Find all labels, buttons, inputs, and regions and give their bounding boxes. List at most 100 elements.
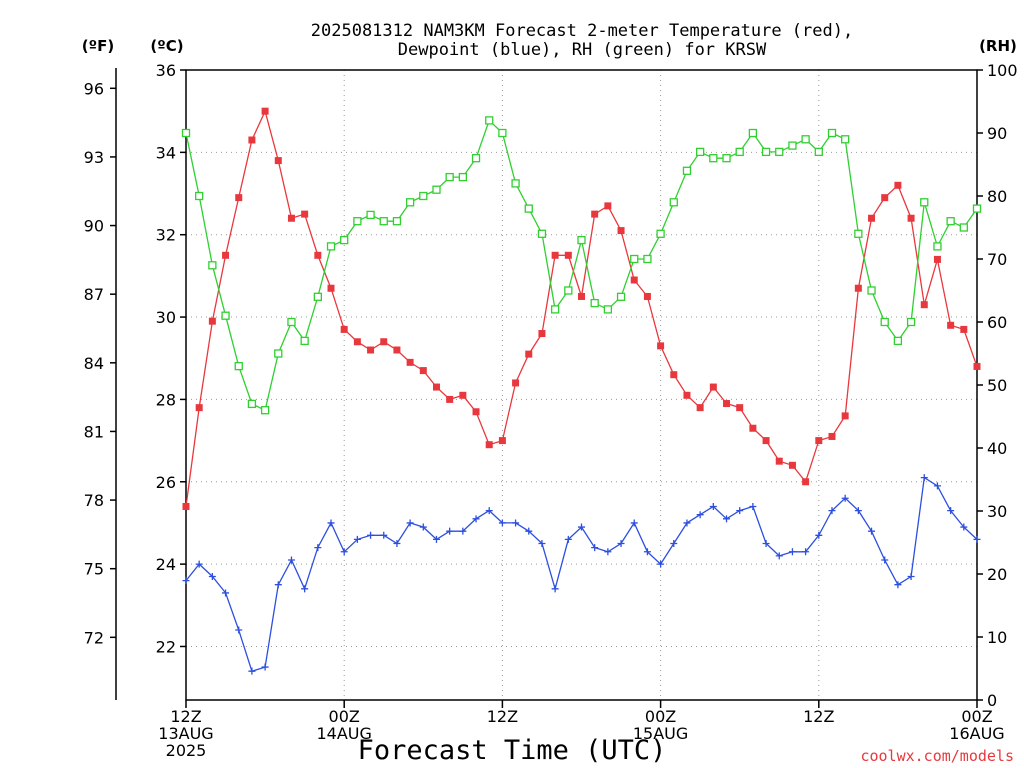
data-point bbox=[881, 556, 889, 564]
data-point bbox=[326, 242, 336, 251]
celsius-tick-label: 22 bbox=[156, 637, 176, 656]
data-point bbox=[841, 412, 849, 420]
data-point bbox=[788, 461, 796, 469]
data-point bbox=[208, 261, 217, 270]
data-point bbox=[775, 147, 784, 157]
data-point bbox=[973, 362, 981, 370]
data-point bbox=[591, 544, 599, 552]
data-point bbox=[893, 336, 903, 346]
data-point bbox=[235, 194, 243, 202]
x-tick-label: 16AUG bbox=[949, 724, 1004, 743]
data-point bbox=[736, 404, 744, 412]
data-point bbox=[854, 284, 862, 292]
data-point bbox=[432, 535, 440, 543]
data-point bbox=[419, 523, 427, 531]
credit-label: coolwx.com/models bbox=[860, 747, 1014, 765]
data-point bbox=[313, 292, 322, 301]
x-tick-label: 14AUG bbox=[316, 724, 371, 743]
data-point bbox=[472, 408, 480, 416]
data-point bbox=[590, 298, 599, 308]
data-point bbox=[656, 229, 665, 238]
data-point bbox=[736, 507, 744, 515]
data-point bbox=[973, 535, 981, 543]
data-point bbox=[379, 217, 388, 226]
data-point bbox=[314, 251, 322, 259]
data-point bbox=[643, 292, 651, 300]
rh-tick-label: 30 bbox=[987, 502, 1007, 521]
fahrenheit-tick-label: 96 bbox=[84, 79, 104, 98]
data-point bbox=[380, 338, 388, 346]
x-tick-label: 12Z bbox=[170, 707, 201, 726]
data-point bbox=[340, 325, 348, 333]
fahrenheit-tick-label: 72 bbox=[84, 628, 104, 647]
data-point bbox=[393, 346, 401, 354]
data-point bbox=[551, 585, 559, 593]
data-point bbox=[353, 217, 362, 226]
data-point bbox=[300, 336, 309, 346]
data-point bbox=[274, 349, 283, 358]
data-point bbox=[181, 128, 191, 138]
data-point bbox=[261, 107, 269, 115]
data-point bbox=[775, 552, 783, 560]
data-point bbox=[801, 135, 810, 144]
data-point bbox=[537, 229, 547, 238]
data-point bbox=[472, 515, 480, 523]
data-point bbox=[525, 350, 533, 358]
data-point bbox=[524, 204, 533, 213]
data-point bbox=[485, 441, 493, 449]
data-point bbox=[485, 507, 493, 515]
data-point bbox=[617, 540, 625, 548]
data-point bbox=[274, 157, 282, 165]
data-point bbox=[287, 214, 295, 222]
fahrenheit-tick-label: 81 bbox=[84, 422, 104, 441]
x-tick-label: 13AUG bbox=[158, 724, 213, 743]
data-point bbox=[260, 406, 270, 415]
fahrenheit-tick-label: 93 bbox=[84, 148, 104, 167]
data-point bbox=[682, 166, 692, 175]
series-plus bbox=[182, 474, 981, 675]
rh-tick-label: 40 bbox=[987, 439, 1007, 458]
data-point bbox=[683, 519, 691, 527]
data-point bbox=[933, 482, 941, 490]
data-point bbox=[392, 217, 402, 226]
data-point bbox=[828, 507, 836, 515]
rh-tick-label: 100 bbox=[987, 61, 1018, 80]
fahrenheit-tick-label: 75 bbox=[84, 560, 104, 579]
data-point bbox=[802, 478, 810, 486]
data-point bbox=[301, 585, 309, 593]
data-point bbox=[960, 325, 968, 333]
data-point bbox=[511, 179, 520, 188]
data-point bbox=[920, 198, 929, 207]
data-point bbox=[630, 254, 639, 264]
data-point bbox=[894, 581, 902, 589]
celsius-tick-label: 24 bbox=[156, 555, 176, 574]
data-series bbox=[181, 107, 982, 675]
data-point bbox=[512, 519, 520, 527]
data-point bbox=[828, 432, 836, 440]
data-point bbox=[880, 317, 889, 327]
data-point bbox=[959, 223, 968, 232]
fahrenheit-tick-label: 87 bbox=[84, 285, 104, 304]
data-point bbox=[972, 204, 982, 213]
rh-tick-label: 60 bbox=[987, 313, 1007, 332]
data-point bbox=[182, 577, 190, 585]
x-tick-label: 12Z bbox=[803, 707, 834, 726]
data-point bbox=[498, 519, 506, 527]
data-point bbox=[222, 589, 230, 597]
data-point bbox=[274, 581, 282, 589]
data-point bbox=[907, 572, 915, 580]
data-point bbox=[578, 523, 585, 531]
data-point bbox=[498, 128, 507, 138]
data-point bbox=[604, 548, 612, 556]
data-point bbox=[709, 154, 718, 163]
data-point bbox=[761, 147, 771, 157]
x-tick-label: 15AUG bbox=[633, 724, 688, 743]
axes: 22 24 26 28 30 32 34 36 72 75 78 81 84 87 90 93 96 0 10 20 3… bbox=[84, 61, 1018, 760]
celsius-tick-label: 26 bbox=[156, 473, 176, 492]
data-point bbox=[815, 531, 823, 539]
data-point bbox=[195, 191, 204, 201]
celsius-unit-label: (ºC) bbox=[150, 37, 183, 55]
chart-title-line-1: 2025081312 NAM3KM Forecast 2-meter Tempe… bbox=[311, 21, 853, 41]
data-point bbox=[248, 667, 256, 675]
data-point bbox=[578, 292, 585, 300]
